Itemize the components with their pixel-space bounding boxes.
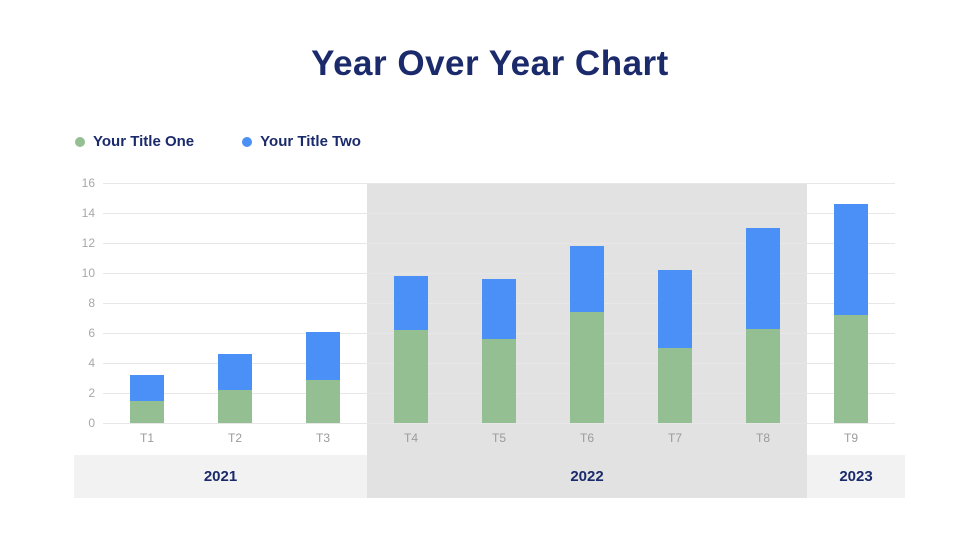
- y-tick-label: 12: [81, 236, 95, 250]
- bar-segment-series-one: [394, 330, 428, 423]
- x-tick-label: T2: [227, 431, 242, 445]
- year-band: [74, 455, 367, 498]
- bar-segment-series-two: [570, 246, 604, 312]
- legend-item-one: Your Title One: [75, 133, 194, 150]
- bar-segment-series-two: [394, 276, 428, 330]
- bar-segment-series-two: [218, 354, 252, 390]
- gridline: [103, 183, 895, 184]
- bar-segment-series-one: [570, 312, 604, 423]
- year-band: [807, 455, 905, 498]
- bar-segment-series-two: [746, 228, 780, 329]
- legend-label-two: Your Title Two: [260, 133, 361, 150]
- gridline: [103, 423, 895, 424]
- x-tick-label: T4: [403, 431, 418, 445]
- x-tick-label: T8: [755, 431, 770, 445]
- bar-segment-series-one: [482, 339, 516, 423]
- y-tick-label: 4: [88, 356, 95, 370]
- bar-segment-series-two: [482, 279, 516, 339]
- y-tick-label: 6: [88, 326, 95, 340]
- y-tick-label: 16: [81, 176, 95, 190]
- gridline: [103, 273, 895, 274]
- bar-segment-series-two: [130, 375, 164, 401]
- gridline: [103, 243, 895, 244]
- bar-segment-series-one: [218, 390, 252, 423]
- bar-segment-series-two: [306, 331, 340, 380]
- bar-segment-series-one: [130, 400, 164, 423]
- x-tick-label: T6: [579, 431, 594, 445]
- bar-segment-series-one: [746, 328, 780, 423]
- bar-segment-series-one: [834, 315, 868, 423]
- x-tick-label: T3: [315, 431, 330, 445]
- bar-segment-series-two: [834, 204, 868, 315]
- legend-label-one: Your Title One: [93, 133, 195, 150]
- bar-segment-series-one: [306, 379, 340, 423]
- year-label: 2023: [839, 468, 873, 485]
- series-one-dot-icon: [75, 136, 85, 147]
- y-tick-label: 10: [81, 266, 95, 280]
- y-tick-label: 2: [88, 386, 95, 400]
- series-two-dot-icon: [242, 136, 253, 147]
- year-label: 2021: [203, 468, 238, 485]
- gridline: [103, 213, 895, 214]
- x-tick-label: T7: [667, 431, 682, 445]
- legend-item-two: Your Title Two: [242, 133, 361, 150]
- chart-title: Year Over Year Chart: [311, 44, 669, 83]
- y-tick-label: 8: [88, 296, 95, 310]
- x-tick-label: T1: [139, 431, 154, 445]
- x-tick-label: T9: [843, 431, 858, 445]
- year-label: 2022: [570, 468, 604, 485]
- legend: Your Title One Your Title Two: [75, 133, 361, 150]
- y-tick-label: 0: [88, 416, 95, 430]
- y-tick-label: 14: [81, 206, 95, 220]
- bar-segment-series-two: [658, 270, 692, 348]
- bar-segment-series-one: [658, 348, 692, 423]
- x-tick-label: T5: [491, 431, 506, 445]
